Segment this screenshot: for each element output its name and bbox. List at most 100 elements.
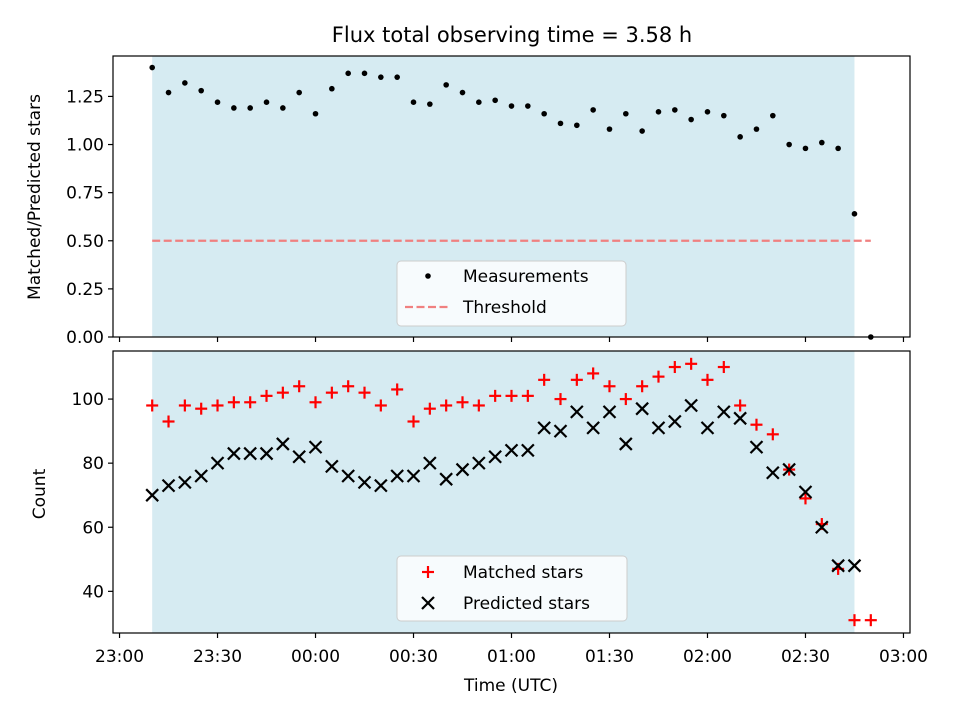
measurement-point xyxy=(459,89,466,96)
measurement-point xyxy=(704,109,711,115)
matched-star-marker xyxy=(260,389,273,402)
predicted-star-marker-b xyxy=(210,456,225,470)
predicted-star-marker xyxy=(390,469,404,483)
matched-star-marker xyxy=(374,399,387,412)
matched-star-marker xyxy=(554,393,567,406)
measurement-point xyxy=(835,145,841,152)
matched-star-marker xyxy=(309,396,322,409)
legend-predicted-label: Predicted stars xyxy=(463,594,590,614)
measurement-point xyxy=(476,99,482,105)
matched-star-marker xyxy=(178,399,191,412)
bottom-x-tick-label: 00:30 xyxy=(389,647,438,667)
predicted-star-marker-b xyxy=(259,446,274,461)
legend-matched-marker xyxy=(422,566,434,578)
matched-star-marker xyxy=(391,383,404,396)
measurement-point xyxy=(557,120,564,127)
predicted-star-marker-b xyxy=(472,456,486,470)
predicted-star-marker xyxy=(178,475,192,490)
measurement-point xyxy=(443,82,449,88)
predicted-star-marker xyxy=(602,405,617,419)
bottom-x-tick-label: 00:00 xyxy=(291,647,340,667)
bottom-y-axis-label: Count xyxy=(30,468,50,519)
predicted-star-marker xyxy=(308,440,323,454)
matched-star-marker xyxy=(538,373,551,386)
predicted-star-marker-b xyxy=(619,437,633,451)
bottom-panel: 40 60 80 100 23:00 23:30 00:00 00:30 01:00 01:30… xyxy=(30,350,928,696)
predicted-star-marker xyxy=(161,478,176,493)
predicted-star-marker-b xyxy=(602,405,617,419)
bottom-y-tick-label: 100 xyxy=(72,390,104,410)
measurement-point xyxy=(182,80,188,86)
matched-star-marker xyxy=(799,492,812,505)
predicted-star-marker xyxy=(733,411,747,426)
matched-star-marker xyxy=(472,399,485,412)
predicted-star-marker-b xyxy=(455,462,470,477)
predicted-star-marker-b xyxy=(717,405,731,419)
measurement-point xyxy=(296,89,302,96)
predicted-star-marker xyxy=(537,421,551,435)
predicted-star-marker-b xyxy=(341,469,355,483)
matched-star-marker xyxy=(342,380,355,393)
legend-matched-label: Matched stars xyxy=(463,563,583,583)
predicted-star-marker xyxy=(521,443,535,458)
predicted-star-marker-b xyxy=(668,414,682,429)
predicted-star-marker-b xyxy=(276,437,290,451)
matched-star-marker xyxy=(423,402,436,415)
measurement-point xyxy=(672,107,678,113)
bottom-x-tick-label: 01:00 xyxy=(487,647,536,667)
bottom-x-tick-label: 23:00 xyxy=(95,647,144,667)
predicted-star-marker xyxy=(619,437,633,451)
matched-star-marker xyxy=(358,386,371,399)
predicted-star-marker-b xyxy=(766,465,780,480)
predicted-star-marker xyxy=(194,469,208,483)
measurement-point xyxy=(410,99,417,105)
measurement-point xyxy=(492,97,498,104)
matched-star-marker xyxy=(734,399,747,412)
predicted-star-marker xyxy=(243,446,257,461)
measurement-point xyxy=(263,99,270,105)
measurement-point xyxy=(770,112,776,119)
matched-star-marker xyxy=(685,357,698,370)
measurement-point xyxy=(525,103,531,109)
matched-star-marker xyxy=(211,399,224,412)
measurement-point xyxy=(786,141,792,148)
predicted-star-marker xyxy=(700,421,715,435)
measurement-point xyxy=(198,87,204,94)
matched-star-marker xyxy=(652,370,665,383)
matched-star-marker xyxy=(146,399,159,412)
measurement-point xyxy=(214,99,221,105)
top-y-axis-label: Matched/Predicted stars xyxy=(25,94,45,300)
x-axis-label: Time (UTC) xyxy=(463,676,558,696)
matched-star-marker xyxy=(619,393,632,406)
measurement-point xyxy=(639,128,645,134)
predicted-star-marker-b xyxy=(390,469,404,483)
matched-star-marker xyxy=(766,428,779,441)
predicted-star-marker xyxy=(815,520,829,535)
measurement-point xyxy=(655,109,662,115)
measurement-point xyxy=(688,116,694,123)
measurement-point xyxy=(427,101,433,107)
measurement-point xyxy=(361,70,368,77)
measurement-point xyxy=(329,85,335,92)
predicted-star-marker-b xyxy=(537,421,551,435)
predicted-star-marker xyxy=(357,475,372,490)
measurement-point xyxy=(753,126,760,132)
top-x-ticks xyxy=(118,337,905,342)
predicted-star-marker xyxy=(210,456,225,470)
measurement-point xyxy=(312,110,319,117)
matched-star-marker xyxy=(668,361,681,374)
top-panel: 0.00 0.25 0.50 0.75 1.00 1.25 Matched/Predict… xyxy=(25,55,911,348)
matched-star-marker xyxy=(570,373,583,386)
measurement-point xyxy=(247,105,253,111)
measurement-point xyxy=(737,134,743,140)
predicted-star-marker-b xyxy=(325,459,339,474)
predicted-stars-markers xyxy=(145,398,862,573)
bottom-x-tick-label: 03:00 xyxy=(879,647,928,667)
predicted-star-marker-b xyxy=(553,424,568,438)
predicted-star-marker xyxy=(635,401,649,416)
bottom-y-tick-label: 60 xyxy=(82,518,104,538)
predicted-star-marker xyxy=(504,443,519,458)
measurement-point xyxy=(623,110,629,117)
top-y-tick-label: 0.50 xyxy=(66,232,104,252)
predicted-star-marker-b xyxy=(357,475,372,490)
